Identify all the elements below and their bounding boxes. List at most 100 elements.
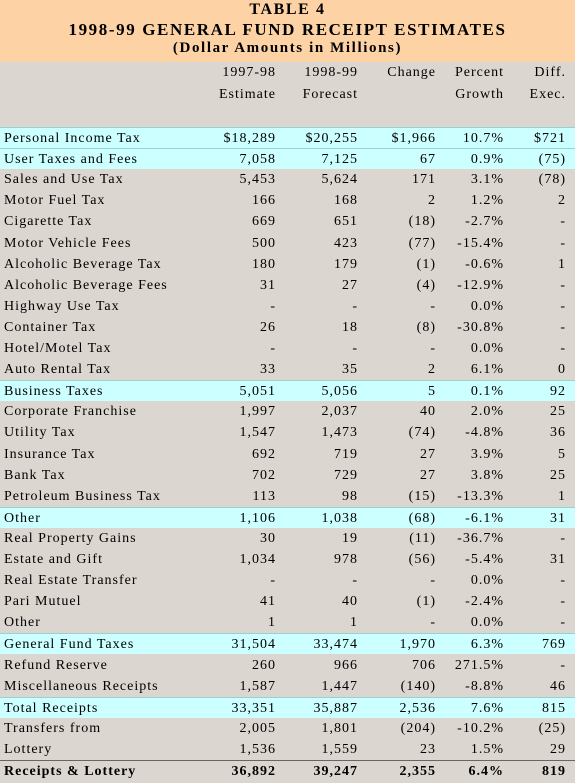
table-row: Lottery 1,536 1,559 23 1.5% 29 bbox=[0, 739, 575, 760]
cell-value: 271.5% bbox=[454, 657, 504, 673]
cell-value: 27 bbox=[420, 446, 436, 462]
row-label: Receipts & Lottery bbox=[4, 764, 137, 779]
cell-value: 0.0% bbox=[470, 341, 504, 356]
table-row: Cigarette Tax 669 651 (18) -2.7% - bbox=[0, 211, 575, 232]
row-label: General Fund Taxes bbox=[4, 637, 135, 653]
cell-value: 5,624 bbox=[321, 172, 358, 188]
cell-value: (1) bbox=[416, 594, 436, 610]
cell-value: 0 bbox=[558, 362, 566, 378]
cell-value: 1 bbox=[558, 256, 566, 272]
cell-value: 6.1% bbox=[470, 362, 504, 378]
cell-value: 702 bbox=[252, 467, 276, 483]
cell-value: 5,056 bbox=[321, 384, 358, 400]
cell-value: (4) bbox=[416, 277, 436, 293]
cell-value: -10.2% bbox=[457, 720, 504, 736]
cell-value: 692 bbox=[252, 446, 276, 462]
cell-value: 729 bbox=[334, 467, 358, 483]
column-header: Exec. bbox=[529, 87, 566, 102]
cell-value: 3.1% bbox=[470, 172, 504, 188]
cell-value: 1,970 bbox=[399, 637, 436, 653]
cell-value: - bbox=[430, 298, 436, 314]
row-label: Miscellaneous Receipts bbox=[4, 678, 159, 694]
cell-value: 5 bbox=[558, 446, 566, 462]
cell-value: 2 bbox=[428, 193, 436, 209]
cell-value: 46 bbox=[550, 678, 566, 694]
cell-value: 27 bbox=[342, 277, 358, 293]
cell-value: 7,058 bbox=[239, 152, 276, 168]
cell-value: 2 bbox=[558, 193, 566, 209]
cell-value: 3.8% bbox=[470, 467, 504, 483]
cell-value: 5,051 bbox=[239, 384, 276, 400]
cell-value: - bbox=[560, 594, 566, 610]
cell-value: 26 bbox=[260, 319, 276, 335]
cell-value: - bbox=[560, 615, 566, 631]
cell-value: 260 bbox=[252, 657, 276, 673]
cell-value: 35,887 bbox=[313, 700, 358, 716]
cell-value: (11) bbox=[409, 530, 436, 546]
cell-value: 1,034 bbox=[239, 552, 276, 567]
cell-value: - bbox=[430, 341, 436, 356]
table-row: Motor Vehicle Fees 500 423 (77) -15.4% - bbox=[0, 233, 575, 254]
cell-value: (77) bbox=[408, 235, 436, 251]
cell-value: - bbox=[352, 341, 358, 356]
cell-value: 33,351 bbox=[231, 700, 276, 716]
cell-value: 0.1% bbox=[470, 384, 504, 400]
row-label: Other bbox=[4, 510, 41, 526]
cell-value: 92 bbox=[550, 384, 566, 400]
row-label: Personal Income Tax bbox=[4, 131, 141, 146]
subtitle: (Dollar Amounts in Millions) bbox=[172, 40, 403, 56]
table-row: Real Property Gains 30 19 (11) -36.7% - bbox=[0, 528, 575, 549]
cell-value: - bbox=[560, 341, 566, 356]
cell-value: 35 bbox=[342, 362, 358, 378]
table-row: Alcoholic Beverage Tax 180 179 (1) -0.6% 1 bbox=[0, 254, 575, 275]
cell-value: 1 bbox=[268, 615, 276, 631]
table-number: TABLE 4 bbox=[249, 1, 326, 18]
cell-value: 2,005 bbox=[239, 720, 276, 736]
table-row: Personal Income Tax $18,289 $20,255 $1,966 1… bbox=[0, 127, 575, 148]
cell-value: - bbox=[352, 573, 358, 589]
row-label: Real Property Gains bbox=[4, 530, 137, 546]
row-label: User Taxes and Fees bbox=[4, 152, 139, 168]
cell-value: 31 bbox=[260, 277, 276, 293]
row-label: Total Receipts bbox=[4, 700, 99, 716]
cell-value: -30.8% bbox=[457, 319, 504, 335]
table-row: Receipts & Lottery 36,892 39,247 2,355 6.4% 8… bbox=[0, 760, 575, 781]
row-label: Motor Vehicle Fees bbox=[4, 235, 132, 251]
cell-value: 40 bbox=[420, 404, 436, 420]
cell-value: 1,559 bbox=[321, 741, 358, 757]
table-row: Bank Tax 702 729 27 3.8% 25 bbox=[0, 465, 575, 486]
column-header: 1998-99 bbox=[304, 65, 358, 80]
cell-value: 180 bbox=[252, 256, 276, 272]
cell-value: (74) bbox=[408, 425, 436, 441]
column-header: Forecast bbox=[302, 87, 358, 102]
cell-value: -2.7% bbox=[465, 214, 504, 230]
cell-value: (56) bbox=[408, 552, 436, 567]
cell-value: 719 bbox=[334, 446, 358, 462]
cell-value: 30 bbox=[260, 530, 276, 546]
cell-value: 1,473 bbox=[321, 425, 358, 441]
cell-value: - bbox=[560, 235, 566, 251]
cell-value: (75) bbox=[538, 152, 566, 168]
cell-value: 166 bbox=[252, 193, 276, 209]
cell-value: - bbox=[270, 341, 276, 356]
table-row: Sales and Use Tax 5,453 5,624 171 3.1% (78) bbox=[0, 169, 575, 190]
cell-value: 25 bbox=[550, 467, 566, 483]
table-row: Real Estate Transfer - - - 0.0% - bbox=[0, 570, 575, 591]
row-label: Pari Mutuel bbox=[4, 594, 82, 610]
row-label: Bank Tax bbox=[4, 467, 66, 483]
cell-value: 0.0% bbox=[470, 298, 504, 314]
cell-value: 7.6% bbox=[470, 700, 504, 716]
cell-value: 23 bbox=[420, 741, 436, 757]
title: 1998-99 GENERAL FUND RECEIPT ESTIMATES bbox=[68, 20, 507, 39]
cell-value: 1 bbox=[558, 488, 566, 504]
cell-value: - bbox=[560, 573, 566, 589]
cell-value: - bbox=[560, 214, 566, 230]
cell-value: $721 bbox=[534, 131, 566, 146]
cell-value: 31 bbox=[550, 510, 566, 526]
row-label: Hotel/Motel Tax bbox=[4, 341, 112, 356]
row-label: Other bbox=[4, 615, 41, 631]
cell-value: 31 bbox=[550, 552, 566, 567]
cell-value: -12.9% bbox=[457, 277, 504, 293]
cell-value: 36,892 bbox=[231, 764, 276, 779]
cell-value: 1,587 bbox=[239, 678, 276, 694]
